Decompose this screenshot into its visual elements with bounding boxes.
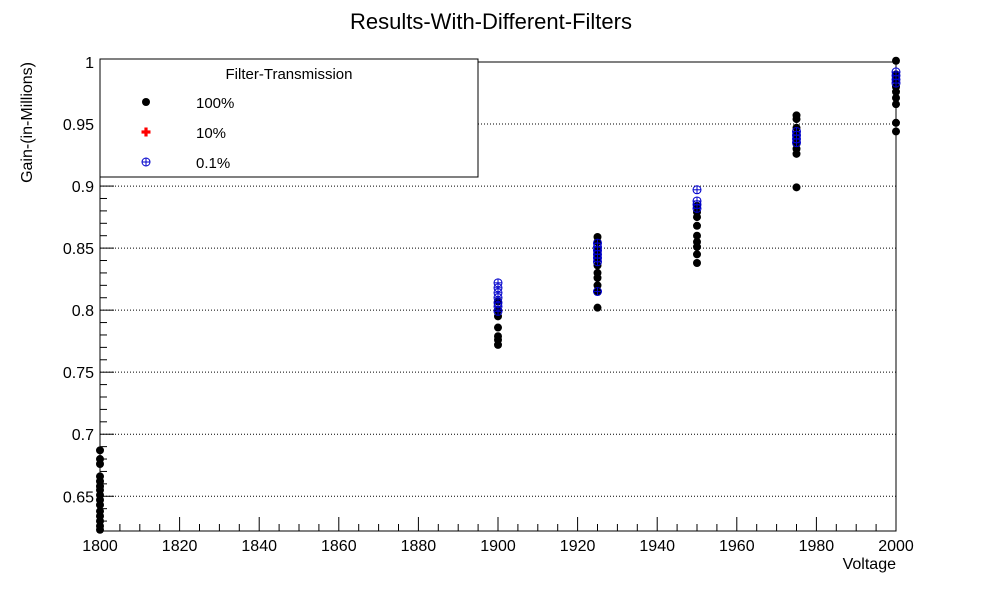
legend: Filter-Transmission 100% 10% 0.1% (99, 58, 479, 178)
data-point (891, 78, 901, 88)
y-tick-label: 0.7 (72, 427, 94, 444)
legend-title: Filter-Transmission (226, 66, 353, 83)
y-tick-label: 0.75 (63, 365, 94, 382)
marker-bar-v (144, 127, 148, 137)
data-point (593, 273, 602, 282)
data-point (792, 183, 801, 192)
data-point (693, 259, 701, 267)
x-tick-label: 1840 (241, 538, 277, 555)
grid-lines (100, 61, 896, 497)
data-point (494, 312, 502, 321)
legend-entry-label: 100% (196, 95, 234, 112)
axes: 1800 1820 1840 1860 1880 1900 1920 1940 1960 1980… (63, 55, 914, 555)
data-point (693, 250, 701, 259)
y-tick-label: 0.9 (72, 179, 94, 196)
data-point (892, 118, 900, 127)
data-point (96, 500, 104, 509)
data-point (692, 185, 702, 195)
legend-marker (141, 127, 151, 137)
x-tick-label: 1920 (560, 538, 596, 555)
data-point (494, 340, 502, 349)
data-point (892, 127, 900, 136)
data-point (593, 257, 602, 267)
legend-marker (141, 157, 151, 167)
chart-title: Results-With-Different-Filters (350, 9, 632, 34)
x-tick-label: 2000 (878, 538, 914, 555)
data-point (792, 115, 801, 124)
data-point (593, 303, 602, 312)
y-tick-label: 0.95 (63, 117, 94, 134)
legend-entry-label: 10% (196, 125, 226, 142)
legend-box (99, 58, 479, 178)
data-point (792, 138, 801, 148)
data-point (693, 213, 701, 222)
data-point (892, 100, 900, 109)
legend-marker (142, 98, 150, 106)
data-point (96, 446, 104, 455)
legend-entry-label: 0.1% (196, 155, 230, 172)
data-point (892, 56, 900, 65)
data-point (792, 149, 801, 158)
y-tick-label: 1 (85, 55, 94, 72)
data-point (96, 460, 104, 468)
data-point (693, 231, 701, 240)
x-tick-label: 1980 (799, 538, 835, 555)
data-point (693, 221, 701, 230)
x-tick-label: 1820 (162, 538, 198, 555)
y-axis-label: Gain-(in-Millions) (19, 62, 36, 183)
x-tick-label: 1900 (480, 538, 516, 555)
data-point (693, 242, 701, 251)
x-tick-label: 1880 (401, 538, 437, 555)
x-tick-label: 1960 (719, 538, 755, 555)
x-tick-label: 1860 (321, 538, 357, 555)
data-point (493, 306, 503, 316)
data-point (593, 287, 602, 297)
data-point (96, 525, 104, 534)
y-tick-label: 0.8 (72, 303, 94, 320)
y-tick-label: 0.85 (63, 241, 94, 258)
data-point (892, 93, 900, 102)
x-tick-label: 1800 (82, 538, 118, 555)
x-axis-label: Voltage (843, 556, 896, 573)
data-points (96, 56, 901, 534)
data-point (494, 323, 502, 332)
data-point (692, 203, 702, 213)
x-tick-label: 1940 (639, 538, 675, 555)
y-tick-label: 0.65 (63, 489, 94, 506)
data-point (593, 281, 602, 290)
data-point (892, 87, 900, 96)
